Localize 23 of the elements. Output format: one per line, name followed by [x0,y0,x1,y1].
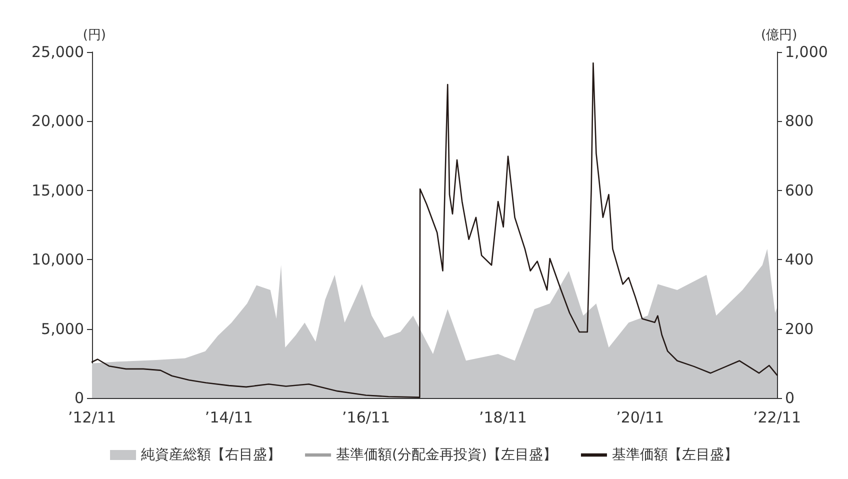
y2-tick-label: 1,000 [785,43,828,61]
y-tick-label: 25,000 [32,43,84,61]
y-tick-label: 15,000 [32,181,84,200]
legend-label: 基準価額(分配金再投資)【左目盛】 [336,447,557,463]
y2-tick-label: 600 [785,181,814,200]
x-tick-label: ’14/11 [204,408,253,426]
y-tick-label: 20,000 [32,112,84,130]
x-tick-label: ’16/11 [342,408,390,426]
y2-tick-label: 800 [785,112,814,130]
y2-axis-title: (億円) [761,28,798,43]
y-tick-label: 10,000 [32,250,84,269]
y2-tick-label: 200 [785,320,814,338]
y2-tick-label: 400 [785,250,814,269]
y2-tick-label: 0 [785,389,795,407]
y-axis-title: (円) [82,28,106,43]
x-tick-label: ’20/11 [616,408,664,426]
legend-label: 基準価額【左目盛】 [612,447,738,463]
y-tick-label: 5,000 [41,320,84,338]
x-tick-label: ’22/11 [753,408,801,426]
x-tick-label: ’12/11 [68,408,116,426]
legend-label: 純資産総額【右目盛】 [141,447,282,463]
x-tick-label: ’18/11 [478,408,527,426]
y-tick-label: 0 [74,389,84,407]
